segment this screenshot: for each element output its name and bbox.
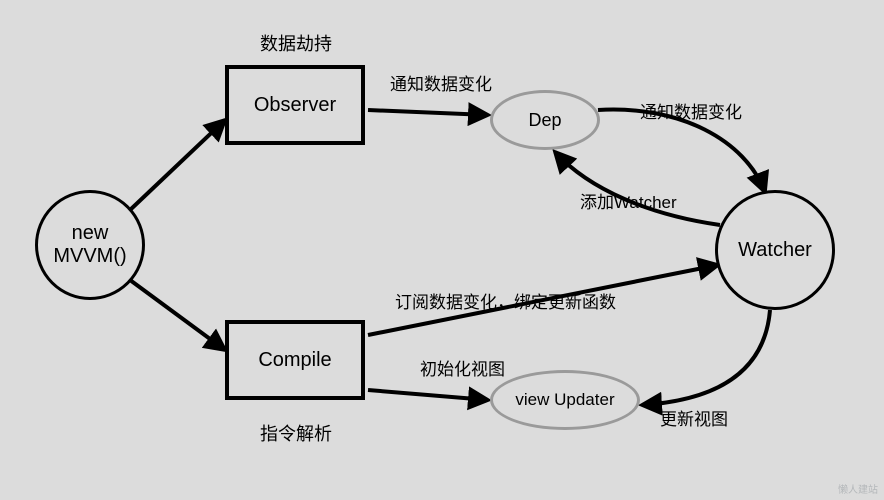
edge-compile-to-view bbox=[368, 390, 488, 400]
node-watcher: Watcher bbox=[715, 190, 835, 310]
node-observer: Observer bbox=[225, 65, 365, 145]
node-view-updater: view Updater bbox=[490, 370, 640, 430]
node-dep-label: Dep bbox=[528, 110, 561, 131]
edge-mvvm-to-observer bbox=[130, 120, 225, 210]
label-compile-caption: 指令解析 bbox=[260, 420, 332, 446]
edge-label-observer-to-dep: 通知数据变化 bbox=[390, 70, 492, 95]
node-mvvm-label-line2: MVVM() bbox=[53, 245, 126, 268]
node-mvvm: new MVVM() bbox=[35, 190, 145, 300]
edge-label-compile-to-watcher: 订阅数据变化，绑定更新函数 bbox=[395, 288, 616, 313]
edge-label-watcher-to-view: 更新视图 bbox=[660, 405, 728, 430]
edge-watcher-to-view bbox=[642, 310, 770, 405]
edge-mvvm-to-compile bbox=[130, 280, 225, 350]
node-compile-label: Compile bbox=[258, 349, 331, 372]
edge-label-watcher-to-dep: 添加Watcher bbox=[580, 188, 677, 213]
node-dep: Dep bbox=[490, 90, 600, 150]
node-observer-label: Observer bbox=[254, 94, 336, 117]
node-view-updater-label: view Updater bbox=[515, 390, 614, 410]
node-compile: Compile bbox=[225, 320, 365, 400]
watermark: 懒人建站 bbox=[838, 481, 878, 496]
label-observer-caption: 数据劫持 bbox=[260, 30, 332, 56]
node-mvvm-label-line1: new bbox=[53, 222, 126, 245]
node-watcher-label: Watcher bbox=[738, 239, 812, 262]
edge-observer-to-dep bbox=[368, 110, 488, 115]
edge-label-dep-to-watcher: 通知数据变化 bbox=[640, 98, 742, 123]
edge-label-compile-to-view: 初始化视图 bbox=[420, 355, 505, 380]
